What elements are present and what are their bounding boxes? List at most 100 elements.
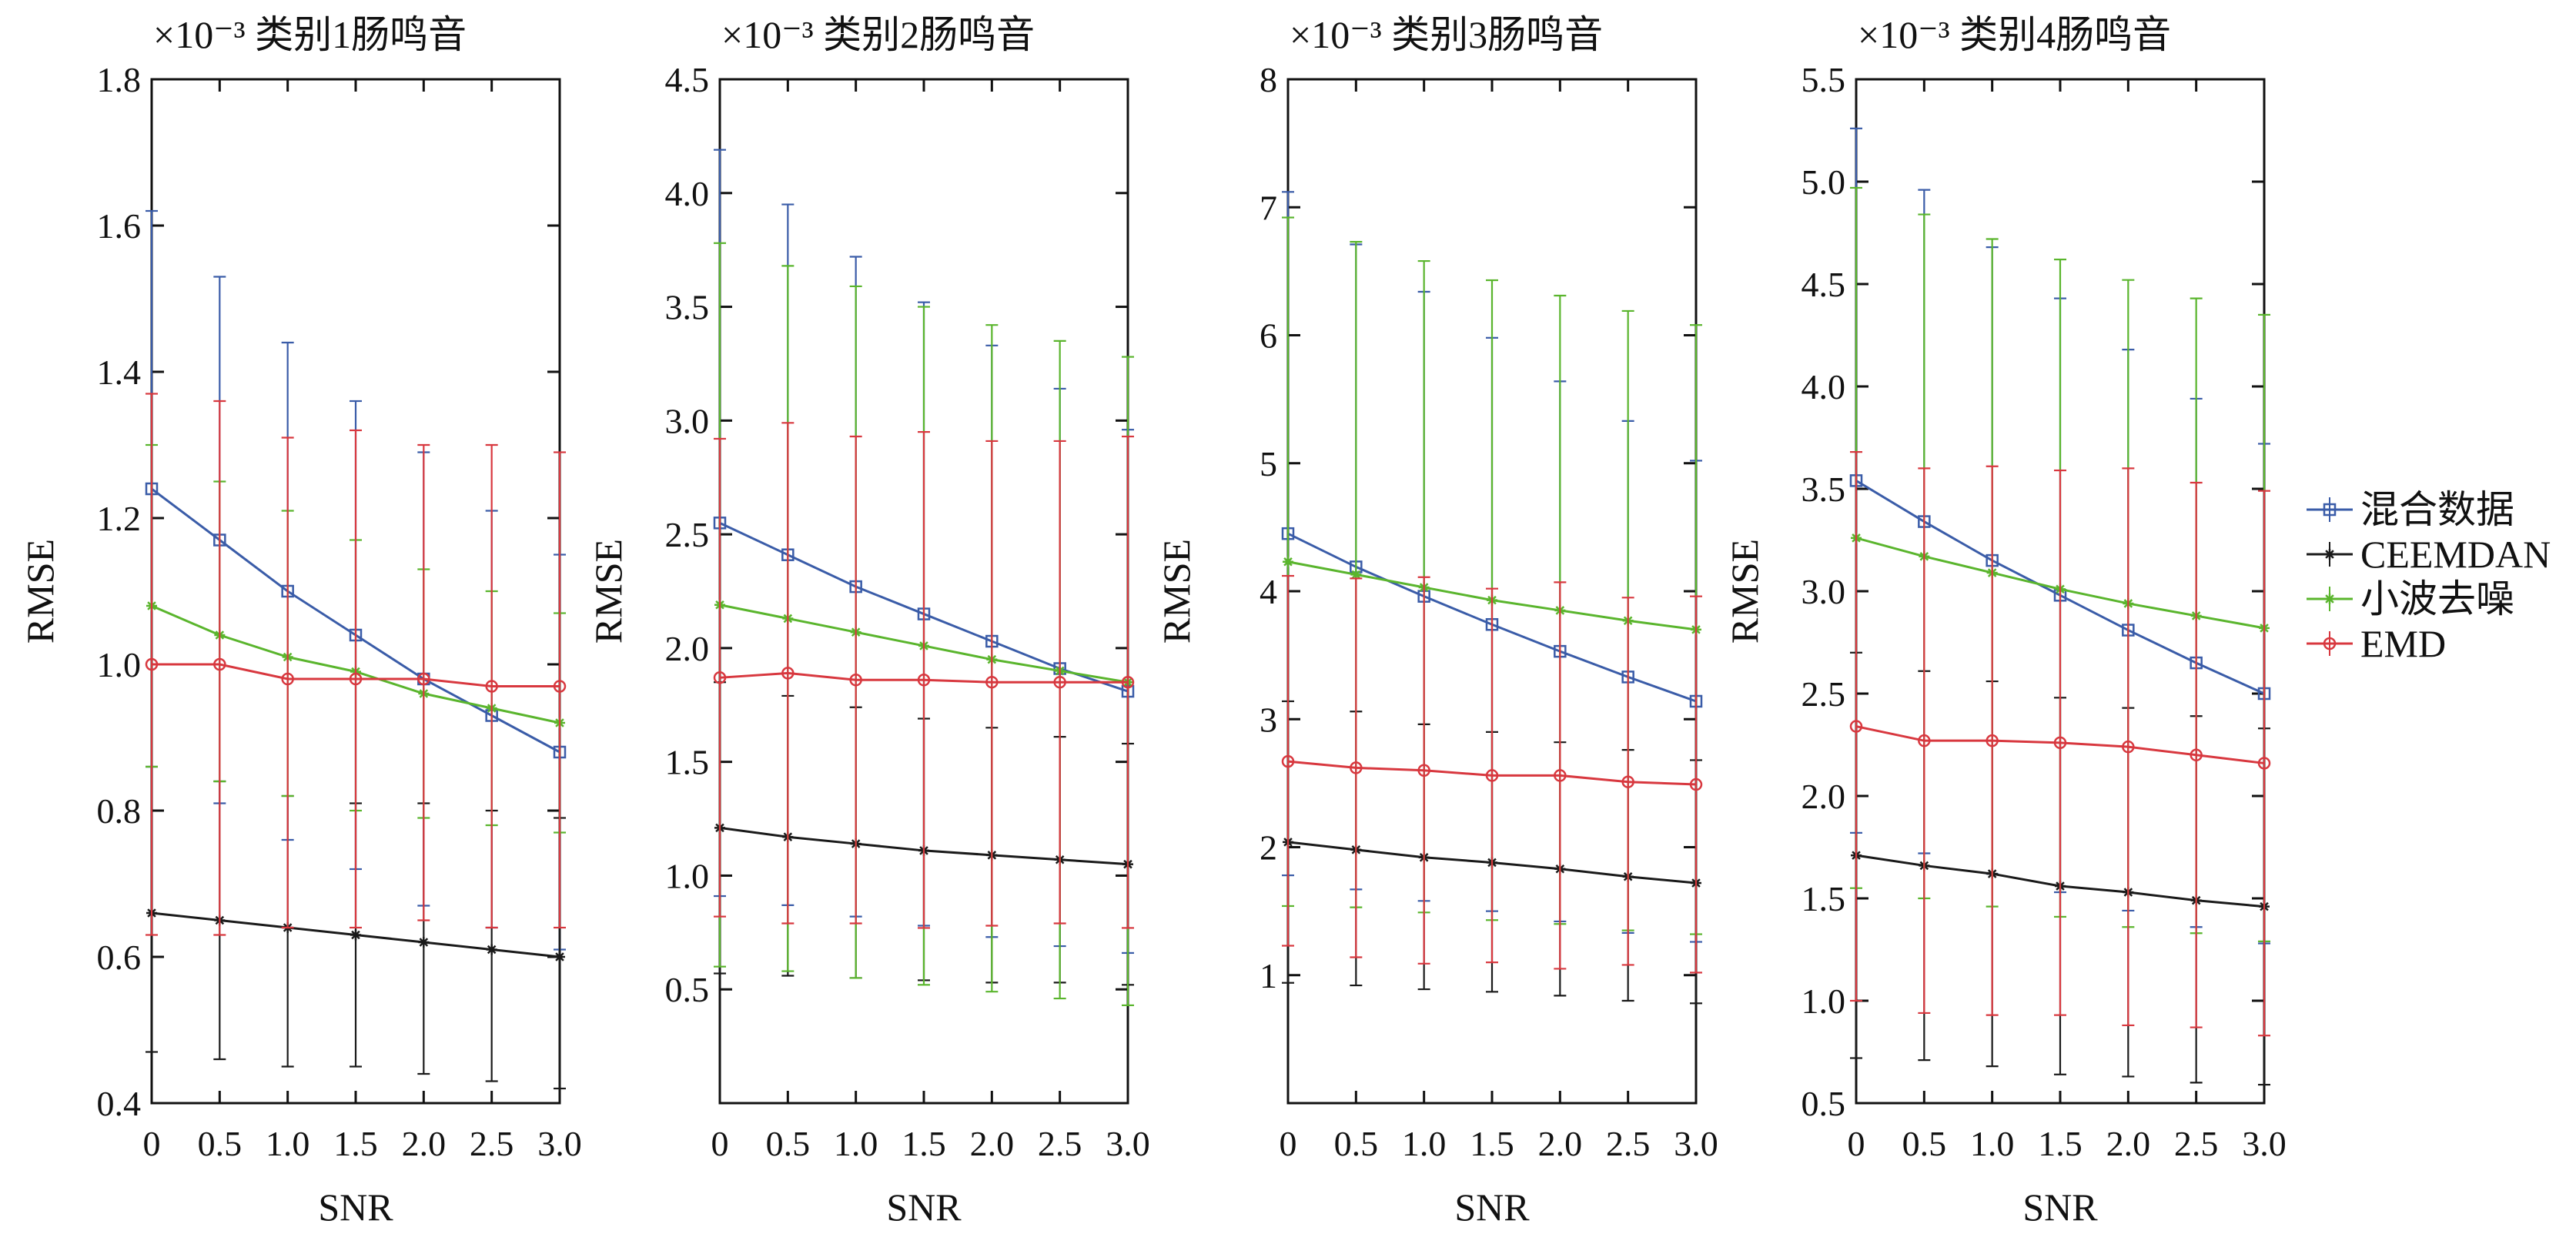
- y-tick-label: 3.0: [665, 401, 710, 440]
- data-point: [349, 672, 363, 686]
- y-tick-label: 4.0: [665, 174, 710, 213]
- x-tick-label: 0.5: [766, 1124, 811, 1163]
- legend-marker: [2324, 594, 2335, 604]
- y-tick-label: 2: [1260, 828, 1277, 868]
- legend-label: 小波去噪: [2360, 577, 2514, 620]
- x-axis-title: SNR: [2022, 1186, 2098, 1229]
- x-tick-label: 1.0: [266, 1124, 310, 1163]
- x-tick-label: 0: [711, 1124, 729, 1163]
- legend-label: CEEMDAN: [2360, 533, 2551, 576]
- legend-entry: EMD: [2307, 622, 2446, 665]
- series: [1281, 574, 1703, 974]
- data-point: [417, 672, 430, 686]
- y-tick-label: 2.0: [1802, 777, 1846, 816]
- legend-marker: [2324, 549, 2335, 560]
- legend-label: 混合数据: [2360, 488, 2514, 531]
- y-axis-title: RMSE: [1155, 539, 1198, 644]
- y-tick-label: 2.5: [665, 515, 710, 554]
- y-tick-label: 0.5: [1802, 1084, 1846, 1123]
- y-tick-label: 4: [1260, 572, 1277, 611]
- chart-panel: 0.5 1.0 1.5 2.0 2.5 3.0 3.5 4.0 4.5 0 0.5 1.0 1.5 2.0…: [587, 13, 1150, 1229]
- data-point: [1554, 769, 1567, 782]
- x-axis-title: SNR: [886, 1186, 962, 1229]
- y-tick-label: 1.8: [97, 60, 142, 99]
- data-point: [1350, 761, 1363, 774]
- y-tick-label: 1.6: [97, 206, 142, 246]
- data-point: [553, 680, 567, 693]
- series-line: [719, 671, 1128, 684]
- y-tick-label: 0.5: [665, 970, 710, 1009]
- x-tick-label: 1.0: [1402, 1124, 1447, 1163]
- data-point: [418, 937, 430, 948]
- data-point: [781, 667, 795, 680]
- data-point: [985, 675, 999, 689]
- data-point: [2190, 748, 2203, 762]
- data-point: [917, 674, 931, 687]
- x-tick-label: 2.5: [1038, 1124, 1082, 1163]
- data-point: [849, 674, 862, 687]
- y-tick-label: 1.5: [1802, 879, 1846, 918]
- data-point: [2053, 736, 2067, 750]
- panel-title: ×10⁻³ 类别1肠鸣音: [153, 13, 467, 56]
- data-point: [1053, 675, 1066, 689]
- x-tick-label: 2.0: [402, 1124, 447, 1163]
- y-tick-label: 4.5: [1802, 265, 1846, 304]
- y-tick-label: 8: [1260, 60, 1277, 99]
- x-tick-label: 0: [1848, 1124, 1865, 1163]
- data-point: [213, 657, 226, 671]
- legend-entry: 小波去噪: [2307, 577, 2514, 620]
- y-tick-label: 0.4: [97, 1084, 142, 1123]
- panel-title: ×10⁻³ 类别4肠鸣音: [1858, 13, 2171, 56]
- x-tick-label: 1.5: [1470, 1124, 1514, 1163]
- y-tick-label: 3: [1260, 700, 1277, 739]
- legend-marker: [2323, 503, 2337, 517]
- data-point: [1121, 675, 1135, 689]
- x-tick-label: 2.0: [970, 1124, 1015, 1163]
- y-tick-label: 1: [1260, 956, 1277, 995]
- data-point: [1849, 720, 1863, 733]
- data-point: [145, 657, 159, 671]
- x-tick-label: 3.0: [537, 1124, 582, 1163]
- x-axis-title: SNR: [318, 1186, 393, 1229]
- x-tick-label: 2.0: [1538, 1124, 1583, 1163]
- y-tick-label: 0.8: [97, 791, 142, 831]
- x-tick-label: 1.0: [834, 1124, 878, 1163]
- y-tick-label: 1.0: [665, 856, 710, 895]
- y-tick-label: 1.2: [97, 499, 142, 538]
- x-tick-label: 3.0: [1674, 1124, 1718, 1163]
- y-axis-title: RMSE: [587, 539, 630, 644]
- x-tick-label: 2.0: [2106, 1124, 2151, 1163]
- data-point: [350, 929, 361, 941]
- data-point: [1986, 734, 1999, 747]
- series: [713, 422, 1135, 929]
- y-tick-label: 5.5: [1802, 60, 1846, 99]
- panel-title: ×10⁻³ 类别3肠鸣音: [1290, 13, 1603, 56]
- y-tick-label: 3.0: [1802, 572, 1846, 611]
- chart-panel: 0.4 0.6 0.8 1.0 1.2 1.4 1.6 1.8 0 0.5 1.0 1.5 2.0 2.5…: [18, 13, 582, 1229]
- data-point: [1621, 775, 1634, 788]
- x-axis-title: SNR: [1454, 1186, 1530, 1229]
- legend-marker: [2323, 637, 2337, 650]
- x-tick-label: 2.5: [2174, 1124, 2219, 1163]
- panel-title: ×10⁻³ 类别2肠鸣音: [721, 13, 1035, 56]
- x-tick-label: 1.5: [2038, 1124, 2083, 1163]
- x-tick-label: 0.5: [198, 1124, 243, 1163]
- x-tick-label: 2.5: [1606, 1124, 1651, 1163]
- y-tick-label: 3.5: [1802, 470, 1846, 509]
- legend-entry: 混合数据: [2307, 488, 2514, 531]
- y-tick-label: 1.0: [1802, 982, 1846, 1021]
- y-axis-title: RMSE: [1723, 539, 1766, 644]
- chart-panels: 0.40.60.81.01.21.41.61.80 0.5 1.0 1.5 2.0 2.5…: [18, 13, 2287, 1229]
- y-tick-label: 2.5: [1802, 674, 1846, 714]
- legend-entry: CEEMDAN: [2307, 533, 2551, 576]
- y-tick-label: 7: [1260, 188, 1277, 227]
- data-point: [554, 951, 565, 962]
- legend-label: EMD: [2360, 622, 2446, 665]
- y-tick-label: 4.5: [665, 60, 710, 99]
- data-point: [281, 672, 294, 686]
- data-point: [713, 671, 727, 684]
- data-point: [2257, 757, 2271, 770]
- x-tick-label: 2.5: [470, 1124, 514, 1163]
